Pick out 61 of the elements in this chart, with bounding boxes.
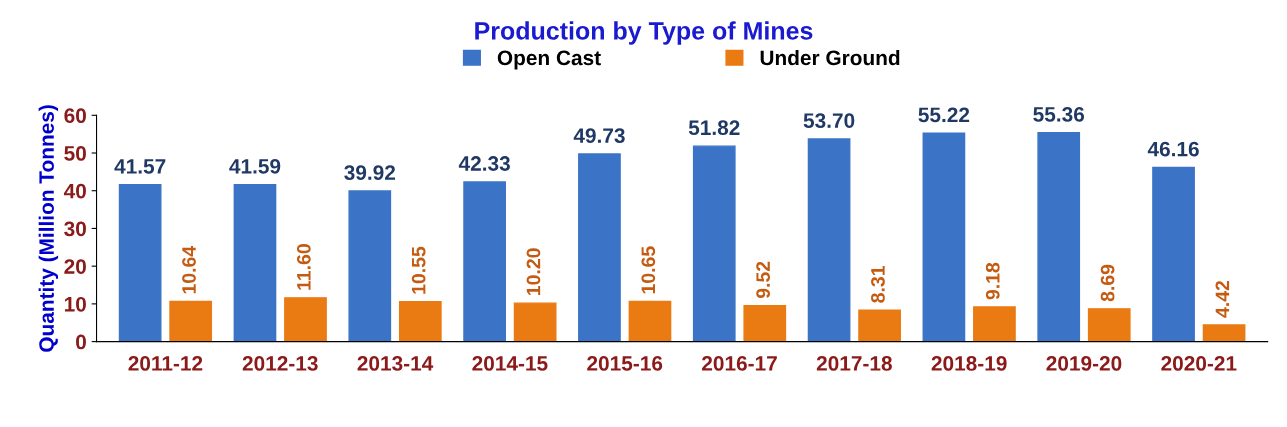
y-tick-label: 40 <box>63 183 86 199</box>
x-tick-label: 2018-19 <box>931 356 1007 371</box>
bar <box>858 309 901 342</box>
data-label: 49.73 <box>573 128 625 143</box>
data-label: 42.33 <box>458 156 510 171</box>
x-tick-label: 2012-13 <box>242 356 318 371</box>
bar <box>398 301 442 342</box>
x-tick-label: 2011-12 <box>128 356 203 371</box>
data-label: 41.57 <box>114 159 166 174</box>
y-tick-label: 60 <box>64 108 86 124</box>
x-tick-label: 2013-14 <box>357 356 434 371</box>
data-label: 10.20 <box>526 248 541 295</box>
data-label: 53.70 <box>803 113 855 129</box>
x-tick-label: 2020-21 <box>1161 356 1237 371</box>
legend-label: Open Cast <box>497 50 601 70</box>
bar <box>743 304 787 342</box>
data-label: 9.52 <box>756 261 770 299</box>
data-label: 9.18 <box>985 262 1000 300</box>
bar <box>1152 166 1195 342</box>
data-label: 10.64 <box>182 245 196 294</box>
bar <box>348 190 392 342</box>
bar <box>463 181 506 342</box>
bar <box>1037 132 1081 342</box>
x-tick-label: 2019-20 <box>1046 356 1122 371</box>
y-tick-label: 30 <box>64 221 86 237</box>
bar <box>118 184 162 342</box>
y-tick-label: 20 <box>64 259 86 274</box>
data-label: 55.36 <box>1033 106 1085 122</box>
chart-title: Production by Type of Mines <box>475 21 813 45</box>
bar <box>922 132 966 342</box>
legend-label: Under Ground <box>760 49 900 66</box>
data-label: 10.55 <box>411 246 426 294</box>
y-axis-title: Quantity (Million Tonnes) <box>38 105 59 352</box>
data-label: 8.69 <box>1100 264 1115 302</box>
x-tick-label: 2015-16 <box>587 356 663 371</box>
bar <box>973 306 1016 342</box>
data-label: 8.31 <box>871 266 885 303</box>
bar <box>807 138 851 342</box>
bar <box>1202 324 1246 342</box>
bar <box>628 300 672 342</box>
x-tick-label: 2014-15 <box>472 356 548 371</box>
data-label: 39.92 <box>344 165 396 180</box>
data-label: 46.16 <box>1147 141 1199 157</box>
bar <box>578 153 621 342</box>
bar <box>1087 308 1131 342</box>
data-label: 51.82 <box>688 120 740 136</box>
y-tick-label: 0 <box>76 334 86 350</box>
data-label: 11.60 <box>296 244 311 290</box>
x-tick-label: 2016-17 <box>702 356 777 371</box>
y-tick-label: 50 <box>64 146 86 161</box>
bar <box>284 297 327 342</box>
y-tick-label: 10 <box>64 296 86 312</box>
x-tick-label: 2017-18 <box>816 356 892 371</box>
bar <box>169 300 213 342</box>
data-label: 55.22 <box>918 107 970 123</box>
bar <box>692 145 736 342</box>
data-label: 4.42 <box>1215 280 1230 318</box>
bar <box>513 302 557 342</box>
data-label: 41.59 <box>229 158 281 174</box>
bar <box>233 184 277 342</box>
data-label: 10.65 <box>641 246 656 294</box>
